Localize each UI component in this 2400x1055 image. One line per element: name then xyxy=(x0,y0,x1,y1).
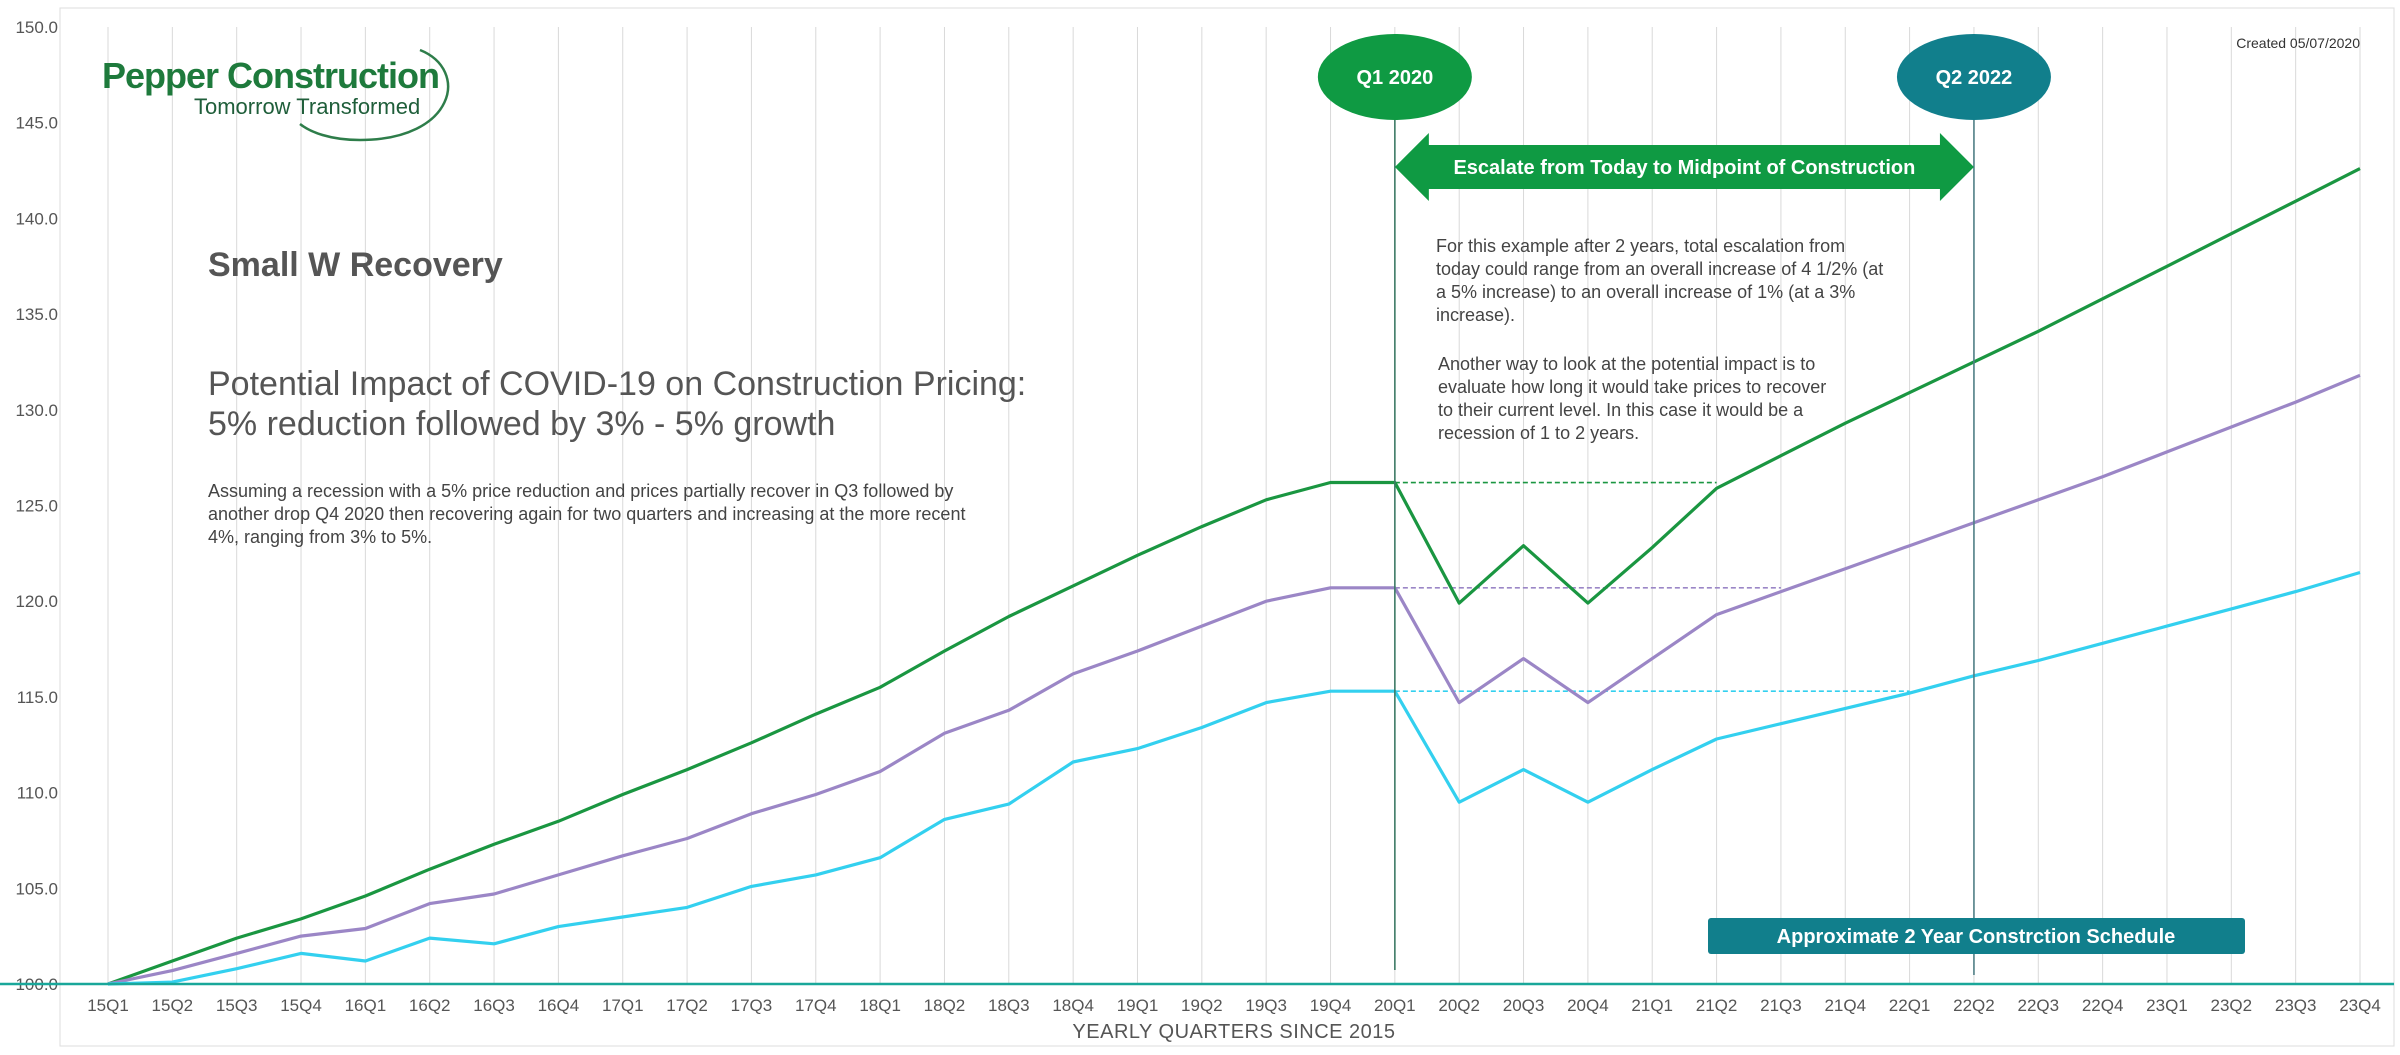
x-tick-label: 23Q3 xyxy=(2275,996,2317,1015)
x-tick-label: 18Q4 xyxy=(1052,996,1094,1015)
assumption-paragraph: Assuming a recession with a 5% price red… xyxy=(208,481,965,547)
x-tick-label: 23Q4 xyxy=(2339,996,2381,1015)
x-tick-label: 22Q4 xyxy=(2082,996,2124,1015)
x-tick-label: 21Q4 xyxy=(1824,996,1866,1015)
note-1-line-4: increase). xyxy=(1436,305,1515,325)
x-tick-label: 17Q3 xyxy=(731,996,773,1015)
headline: Potential Impact of COVID-19 on Construc… xyxy=(208,365,1026,443)
y-tick-label: 110.0 xyxy=(17,784,58,803)
headline-line-1: Potential Impact of COVID-19 on Construc… xyxy=(208,365,1026,403)
note-1-line-3: a 5% increase) to an overall increase of… xyxy=(1436,282,1855,302)
assumption-line-1: Assuming a recession with a 5% price red… xyxy=(208,481,953,501)
x-tick-label: 18Q2 xyxy=(924,996,966,1015)
x-tick-label: 19Q4 xyxy=(1310,996,1352,1015)
created-date: Created 05/07/2020 xyxy=(2236,35,2360,51)
x-tick-label: 23Q1 xyxy=(2146,996,2188,1015)
y-tick-label: 130.0 xyxy=(15,401,58,420)
note-2-line-3: to their current level. In this case it … xyxy=(1438,400,1804,420)
x-tick-label: 16Q1 xyxy=(345,996,387,1015)
y-tick-label: 125.0 xyxy=(15,497,58,516)
x-tick-label: 18Q1 xyxy=(859,996,901,1015)
headline-line-2: 5% reduction followed by 3% - 5% growth xyxy=(208,405,835,443)
x-tick-label: 19Q2 xyxy=(1181,996,1223,1015)
x-tick-label: 20Q1 xyxy=(1374,996,1416,1015)
x-tick-label: 15Q2 xyxy=(152,996,194,1015)
note-2-line-2: evaluate how long it would take prices t… xyxy=(1438,377,1826,397)
x-tick-label: 21Q1 xyxy=(1631,996,1673,1015)
y-tick-label: 105.0 xyxy=(15,879,58,898)
y-tick-label: 135.0 xyxy=(15,305,58,324)
end-marker-label: Q2 2022 xyxy=(1936,67,2013,89)
start-marker-bubble xyxy=(1317,34,1472,120)
y-tick-label: 115.0 xyxy=(17,688,58,707)
note-2-line-4: recession of 1 to 2 years. xyxy=(1438,423,1639,443)
x-tick-label: 20Q4 xyxy=(1567,996,1609,1015)
note-1-line-2: today could range from an overall increa… xyxy=(1436,259,1883,279)
assumption-line-3: 4%, ranging from 3% to 5%. xyxy=(208,527,432,547)
series-line-low xyxy=(107,570,2361,986)
y-tick-label: 145.0 xyxy=(15,114,58,133)
x-tick-label: 22Q2 xyxy=(1953,996,1995,1015)
start-marker-label: Q1 2020 xyxy=(1356,67,1433,89)
escalate-arrow-label: Escalate from Today to Midpoint of Const… xyxy=(1453,157,1915,179)
recovery-reference-lines xyxy=(1394,481,1910,692)
x-tick-label: 23Q2 xyxy=(2211,996,2253,1015)
note-1-line-1: For this example after 2 years, total es… xyxy=(1436,236,1845,256)
y-axis-tick-labels: 100.0105.0110.0115.0120.0125.0130.0135.0… xyxy=(15,18,58,994)
series-line-mid xyxy=(107,373,2361,986)
end-marker-bubble xyxy=(1896,34,2051,120)
x-tick-label: 21Q2 xyxy=(1696,996,1738,1015)
logo-swoosh xyxy=(299,48,450,142)
x-tick-label: 15Q1 xyxy=(87,996,129,1015)
x-tick-label: 19Q3 xyxy=(1245,996,1287,1015)
escalation-note: For this example after 2 years, total es… xyxy=(1436,236,1883,325)
y-tick-label: 120.0 xyxy=(15,592,58,611)
x-tick-label: 20Q2 xyxy=(1438,996,1480,1015)
x-axis-tick-labels: 15Q1 15Q2 15Q3 15Q4 16Q1 16Q2 16Q3 16Q4 17Q1 17Q2… xyxy=(87,996,2381,1015)
x-tick-label: 17Q4 xyxy=(795,996,837,1015)
x-tick-label: 18Q3 xyxy=(988,996,1030,1015)
x-tick-label: 17Q2 xyxy=(666,996,708,1015)
series-line-high xyxy=(107,167,2361,986)
schedule-banner-label: Approximate 2 Year Constrction Schedule xyxy=(1777,926,2176,948)
schedule-banner xyxy=(1708,918,2245,954)
x-tick-label: 20Q3 xyxy=(1503,996,1545,1015)
note-2-line-1: Another way to look at the potential imp… xyxy=(1438,354,1815,374)
x-tick-label: 17Q1 xyxy=(602,996,644,1015)
x-tick-label: 22Q1 xyxy=(1889,996,1931,1015)
x-tick-label: 16Q3 xyxy=(473,996,515,1015)
x-tick-label: 16Q4 xyxy=(538,996,580,1015)
logo-name: Pepper Construction xyxy=(102,55,439,96)
x-tick-label: 15Q4 xyxy=(280,996,322,1015)
recovery-note: Another way to look at the potential imp… xyxy=(1438,354,1826,443)
assumption-line-2: another drop Q4 2020 then recovering aga… xyxy=(208,504,965,524)
chart-frame xyxy=(59,7,2395,1047)
x-tick-label: 22Q3 xyxy=(2017,996,2059,1015)
timeline-markers: Q1 2020 Q2 2022 Escalate from Today to Mid… xyxy=(1317,34,2245,975)
y-tick-label: 140.0 xyxy=(15,209,58,228)
y-tick-label: 150.0 xyxy=(15,18,58,37)
escalate-double-arrow xyxy=(1394,133,1974,201)
scenario-title: Small W Recovery xyxy=(208,246,503,284)
company-logo: Pepper Construction Tomorrow Transformed xyxy=(102,48,450,142)
x-tick-label: 16Q2 xyxy=(409,996,451,1015)
x-tick-label: 19Q1 xyxy=(1117,996,1159,1015)
x-tick-label: 21Q3 xyxy=(1760,996,1802,1015)
x-axis-title: YEARLY QUARTERS SINCE 2015 xyxy=(1072,1021,1395,1043)
x-tick-label: 15Q3 xyxy=(216,996,258,1015)
series-lines xyxy=(107,167,2361,986)
logo-tagline: Tomorrow Transformed xyxy=(194,94,420,119)
